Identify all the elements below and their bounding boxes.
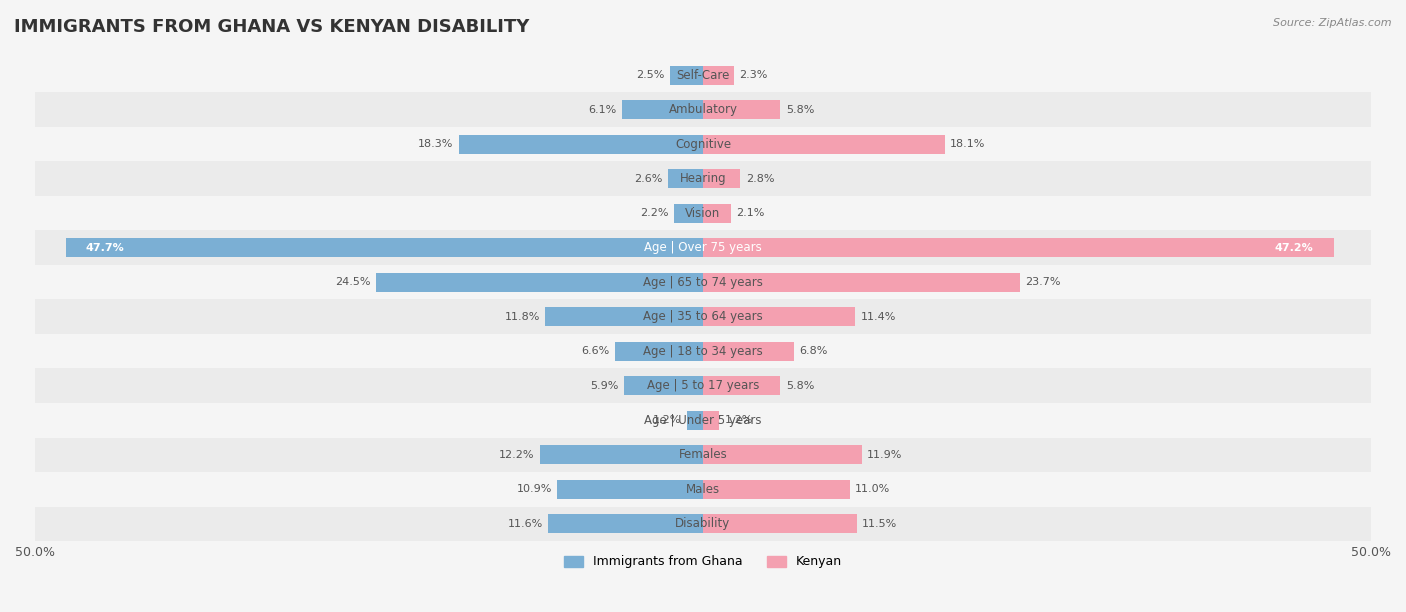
Bar (375, 273, 703, 292)
Bar (35, 162, 1371, 196)
Bar (703, 341, 794, 360)
Text: 2.5%: 2.5% (636, 70, 664, 80)
Bar (614, 341, 703, 360)
Text: 2.1%: 2.1% (737, 208, 765, 218)
Text: Age | 65 to 74 years: Age | 65 to 74 years (643, 275, 763, 289)
Bar (35, 438, 1371, 472)
Text: IMMIGRANTS FROM GHANA VS KENYAN DISABILITY: IMMIGRANTS FROM GHANA VS KENYAN DISABILI… (14, 18, 530, 36)
Bar (458, 135, 703, 154)
Text: Vision: Vision (685, 207, 721, 220)
Bar (703, 135, 945, 154)
Text: 18.1%: 18.1% (950, 139, 986, 149)
Text: 11.0%: 11.0% (855, 484, 890, 494)
Text: 5.9%: 5.9% (591, 381, 619, 390)
Bar (703, 307, 855, 326)
Bar (703, 65, 734, 84)
Bar (35, 92, 1371, 127)
Text: 11.6%: 11.6% (508, 519, 543, 529)
Bar (703, 376, 780, 395)
Text: 11.5%: 11.5% (862, 519, 897, 529)
Text: 6.8%: 6.8% (799, 346, 828, 356)
Text: Self-Care: Self-Care (676, 69, 730, 81)
Text: Age | 5 to 17 years: Age | 5 to 17 years (647, 379, 759, 392)
Text: Disability: Disability (675, 517, 731, 531)
Text: Age | 35 to 64 years: Age | 35 to 64 years (643, 310, 763, 323)
Text: Females: Females (679, 448, 727, 461)
Bar (557, 480, 703, 499)
Bar (703, 204, 731, 223)
Bar (703, 411, 718, 430)
Bar (703, 446, 862, 465)
Bar (703, 514, 856, 533)
Text: 23.7%: 23.7% (1025, 277, 1060, 287)
Text: Cognitive: Cognitive (675, 138, 731, 151)
Text: 2.8%: 2.8% (745, 174, 775, 184)
Bar (540, 446, 703, 465)
Legend: Immigrants from Ghana, Kenyan: Immigrants from Ghana, Kenyan (558, 550, 848, 573)
Text: 6.1%: 6.1% (588, 105, 616, 114)
Text: 2.3%: 2.3% (740, 70, 768, 80)
Text: 1.2%: 1.2% (724, 416, 752, 425)
Text: 12.2%: 12.2% (499, 450, 534, 460)
Bar (35, 196, 1371, 231)
Text: Males: Males (686, 483, 720, 496)
Bar (35, 265, 1371, 299)
Text: 18.3%: 18.3% (418, 139, 453, 149)
Text: Age | 18 to 34 years: Age | 18 to 34 years (643, 345, 763, 358)
Text: 2.6%: 2.6% (634, 174, 662, 184)
Text: 11.9%: 11.9% (868, 450, 903, 460)
Text: 2.2%: 2.2% (640, 208, 668, 218)
Bar (703, 169, 741, 188)
Bar (703, 238, 1334, 257)
Bar (35, 334, 1371, 368)
Text: 1.2%: 1.2% (654, 416, 682, 425)
Bar (35, 403, 1371, 438)
Bar (669, 65, 703, 84)
Bar (35, 507, 1371, 541)
Bar (548, 514, 703, 533)
Bar (35, 231, 1371, 265)
Bar (35, 58, 1371, 92)
Bar (703, 480, 851, 499)
Text: 24.5%: 24.5% (335, 277, 370, 287)
Bar (35, 368, 1371, 403)
Bar (35, 299, 1371, 334)
Bar (66, 238, 703, 257)
Text: 47.2%: 47.2% (1275, 243, 1313, 253)
Bar (688, 411, 703, 430)
Bar (668, 169, 703, 188)
Text: Ambulatory: Ambulatory (668, 103, 738, 116)
Text: Age | Under 5 years: Age | Under 5 years (644, 414, 762, 427)
Bar (621, 100, 703, 119)
Text: 11.8%: 11.8% (505, 312, 540, 322)
Text: 5.8%: 5.8% (786, 381, 814, 390)
Text: 5.8%: 5.8% (786, 105, 814, 114)
Text: 47.7%: 47.7% (86, 243, 125, 253)
Text: 10.9%: 10.9% (516, 484, 553, 494)
Text: Hearing: Hearing (679, 172, 727, 185)
Bar (673, 204, 703, 223)
Bar (624, 376, 703, 395)
Text: Source: ZipAtlas.com: Source: ZipAtlas.com (1274, 18, 1392, 28)
Bar (703, 100, 780, 119)
Bar (35, 127, 1371, 162)
Text: Age | Over 75 years: Age | Over 75 years (644, 241, 762, 254)
Bar (703, 273, 1019, 292)
Bar (35, 472, 1371, 507)
Text: 11.4%: 11.4% (860, 312, 896, 322)
Text: 6.6%: 6.6% (581, 346, 609, 356)
Bar (546, 307, 703, 326)
